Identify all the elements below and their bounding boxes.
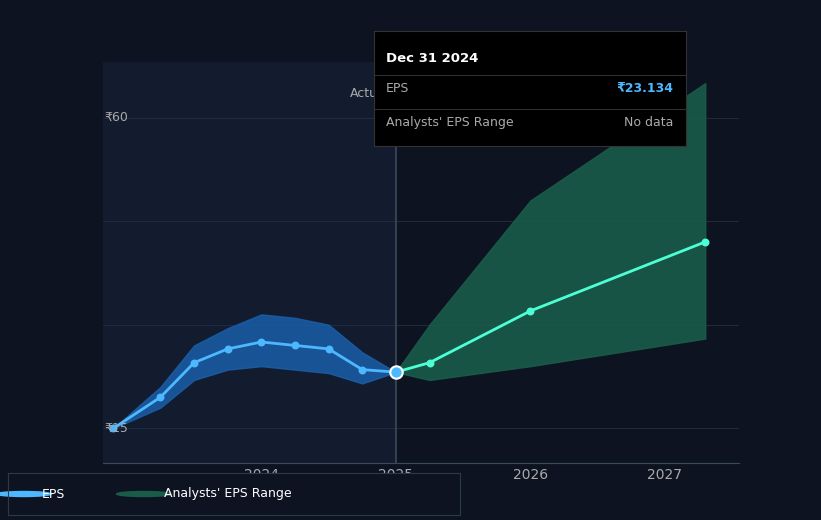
Point	[423, 359, 436, 367]
Text: Analysts Forecasts: Analysts Forecasts	[402, 87, 519, 100]
Text: ₹15: ₹15	[104, 422, 128, 435]
Text: Actual: Actual	[350, 87, 389, 100]
Point	[107, 424, 120, 433]
Text: ₹23.134: ₹23.134	[616, 82, 673, 95]
Point	[187, 359, 200, 367]
Point	[221, 345, 234, 353]
Text: EPS: EPS	[42, 488, 66, 500]
Point	[255, 338, 268, 346]
Text: Dec 31 2024: Dec 31 2024	[386, 52, 479, 65]
Point	[154, 393, 167, 401]
Point	[355, 366, 369, 374]
Text: EPS: EPS	[386, 82, 410, 95]
Point	[389, 368, 402, 376]
Text: No data: No data	[624, 116, 673, 129]
Point	[524, 307, 537, 315]
Circle shape	[117, 491, 171, 497]
Text: Analysts' EPS Range: Analysts' EPS Range	[164, 488, 291, 500]
Point	[288, 341, 301, 349]
Point	[322, 345, 335, 353]
Text: ₹60: ₹60	[104, 111, 128, 124]
Text: Analysts' EPS Range: Analysts' EPS Range	[386, 116, 514, 129]
Circle shape	[0, 491, 51, 497]
Point	[699, 238, 712, 246]
Bar	[396, 62, 739, 463]
Bar	[103, 62, 396, 463]
Point	[389, 368, 402, 376]
